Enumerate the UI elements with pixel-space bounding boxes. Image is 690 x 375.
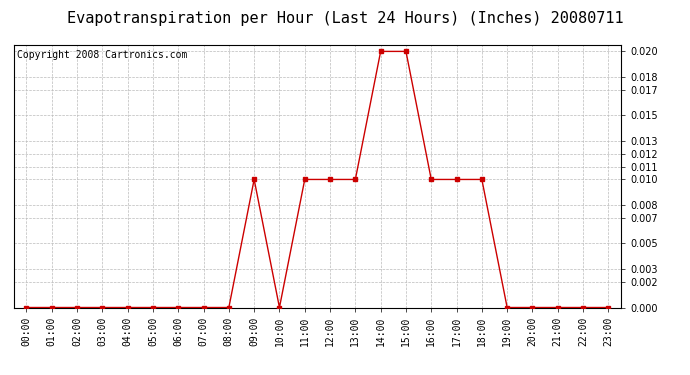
Text: Copyright 2008 Cartronics.com: Copyright 2008 Cartronics.com	[17, 50, 187, 60]
Text: Evapotranspiration per Hour (Last 24 Hours) (Inches) 20080711: Evapotranspiration per Hour (Last 24 Hou…	[67, 11, 623, 26]
